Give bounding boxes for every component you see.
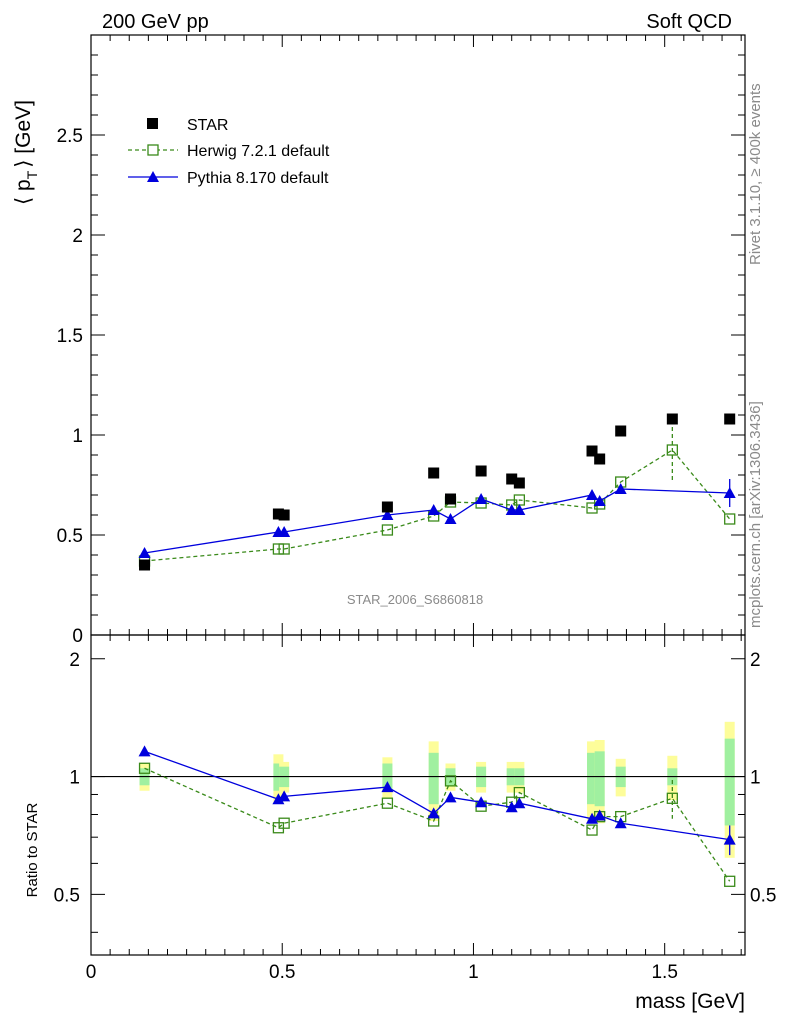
data-series xyxy=(138,413,736,887)
pythia-main-point xyxy=(381,509,394,520)
main-ylabel-text: ⟨ pT ⟩ [GeV] xyxy=(12,100,40,205)
main-y-tick-label: 2.5 xyxy=(57,126,83,147)
ratio-band-inner xyxy=(594,751,605,807)
legend-label-pythia: Pythia 8.170 default xyxy=(187,170,329,187)
main-ylabel-part: ⟨ p xyxy=(12,179,35,205)
rivet-label: Rivet 3.1.10, ≥ 400k events xyxy=(747,83,764,265)
x-tick-label: 1.5 xyxy=(651,962,677,983)
x-tick-label: 0 xyxy=(86,962,97,983)
pythia-ratio-point xyxy=(444,791,457,803)
ratio-band-inner xyxy=(428,752,439,805)
main-y-tick-label: 0.5 xyxy=(57,526,83,547)
pythia-ratio-point xyxy=(138,745,151,757)
x-tick-label: 1 xyxy=(468,962,479,983)
star-main-point xyxy=(475,465,487,477)
herwig-main-point xyxy=(666,444,678,456)
main-y-tick-label: 1.5 xyxy=(57,326,83,347)
star-main-point xyxy=(428,467,440,479)
pythia-main-point xyxy=(278,526,291,537)
star-main-point xyxy=(666,413,678,425)
legend-label-star: STAR xyxy=(187,117,228,134)
ratio-y-tick-label-left: 1 xyxy=(69,768,80,789)
ratio-band-inner xyxy=(587,752,598,805)
axes: 0 0.5 1 1.5 0 0.5 1 1.5 2 2.5 0.5 0.5 1 1 2 2 xyxy=(54,34,776,983)
x-tick-label: 0.5 xyxy=(269,962,295,983)
header-left: 200 GeV pp xyxy=(102,11,209,33)
main-y-tick-label: 2 xyxy=(72,226,83,247)
star-main-point xyxy=(586,445,598,457)
herwig-ratio-point xyxy=(444,775,457,787)
ratio-panel-frame xyxy=(90,634,746,956)
ratio-y-tick-label-right: 2 xyxy=(750,650,761,671)
herwig-main-point xyxy=(586,502,598,514)
ratio-y-tick-label-left: 0.5 xyxy=(54,885,80,906)
star-main-point xyxy=(278,509,290,521)
pythia-main-point xyxy=(513,504,526,515)
x-axis-label: mass [GeV] xyxy=(635,990,745,1013)
pythia-main-point xyxy=(586,489,599,500)
star-main-point xyxy=(615,425,627,437)
pythia-ratio-point xyxy=(723,833,736,845)
star-main-point xyxy=(445,493,457,505)
ratio-y-tick-label-right: 1 xyxy=(750,768,761,789)
star-main-point xyxy=(506,473,518,485)
legend: STAR Herwig 7.2.1 default Pythia 8.170 d… xyxy=(128,117,330,187)
herwig-ratio-point xyxy=(724,875,736,887)
pythia-ratio-point xyxy=(427,807,440,819)
herwig-ratio-point xyxy=(586,824,598,836)
star-main-point xyxy=(594,453,606,465)
herwig-ratio-point xyxy=(666,792,678,804)
pythia-ratio-point xyxy=(272,793,285,805)
pythia-ratio-point xyxy=(475,796,488,808)
pythia-main-point xyxy=(444,513,457,524)
main-ylabel-subscript: T xyxy=(24,170,40,179)
pythia-ratio-point xyxy=(586,812,599,824)
pythia-ratio-point xyxy=(505,801,518,813)
pythia-main-point xyxy=(475,493,488,504)
herwig-main-point xyxy=(381,524,394,536)
herwig-main-point xyxy=(272,543,285,555)
main-y-tick-label: 0 xyxy=(72,626,83,647)
pythia-main-point xyxy=(427,504,440,515)
legend-marker-pythia xyxy=(147,171,159,182)
pythia-ratio-point xyxy=(614,817,627,829)
main-y-tick-label: 1 xyxy=(72,426,83,447)
herwig-main-point xyxy=(724,513,736,525)
ratio-y-tick-label-right: 0.5 xyxy=(750,885,776,906)
main-ylabel-unit: ⟩ [GeV] xyxy=(12,100,35,168)
main-y-axis-label: ⟨ pT ⟩ [GeV] xyxy=(12,100,40,205)
herwig-ratio-point xyxy=(138,762,151,774)
pythia-ratio-point xyxy=(278,790,291,802)
legend-marker-star xyxy=(147,118,158,129)
pythia-ratio-point xyxy=(381,781,394,793)
ratio-y-tick-label-left: 2 xyxy=(69,650,80,671)
legend-marker-herwig xyxy=(147,144,159,156)
herwig-main-point xyxy=(278,543,290,555)
star-main-point xyxy=(724,413,736,425)
pythia-main-point xyxy=(138,547,151,558)
pythia-main-point xyxy=(593,495,606,506)
ratio-y-axis-label: Ratio to STAR xyxy=(24,802,41,897)
mcplots-label: mcplots.cern.ch [arXiv:1306.3436] xyxy=(747,401,764,628)
herwig-main-line xyxy=(144,449,731,562)
star-main-point xyxy=(139,559,151,571)
pythia-ratio-point xyxy=(593,809,606,821)
ratio-uncertainty-bands xyxy=(139,721,735,858)
pythia-ratio-point xyxy=(513,797,526,809)
ratio-band-inner xyxy=(724,738,735,826)
star-main-point xyxy=(381,501,393,513)
herwig-ratio-point xyxy=(381,797,394,809)
pythia-main-point xyxy=(723,487,736,498)
herwig-ratio-point xyxy=(278,817,290,829)
analysis-watermark: STAR_2006_S6860818 xyxy=(347,592,483,607)
star-main-point xyxy=(272,508,284,520)
legend-label-herwig: Herwig 7.2.1 default xyxy=(187,143,330,160)
header-right: Soft QCD xyxy=(646,11,732,33)
pythia-main-point xyxy=(505,504,518,515)
star-main-point xyxy=(513,477,525,489)
pythia-main-point xyxy=(614,483,627,494)
